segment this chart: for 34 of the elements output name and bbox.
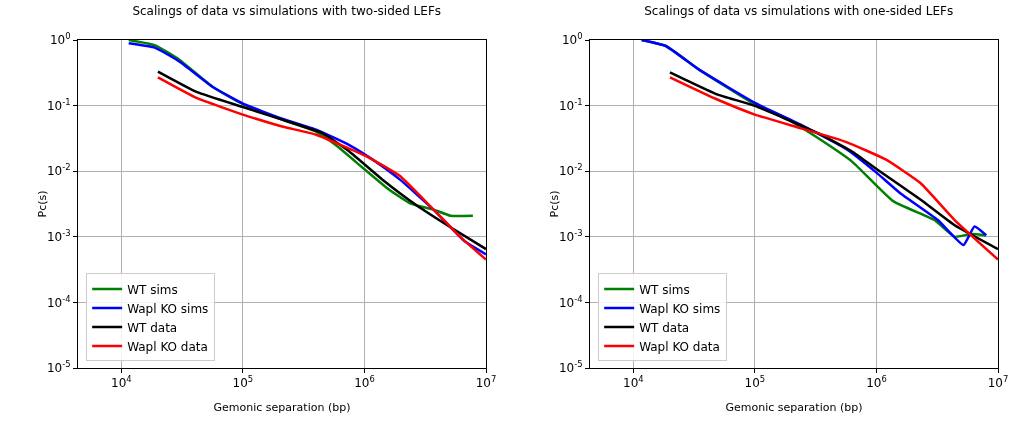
y-axis-title: Pc(s)	[36, 190, 49, 218]
legend-label: WT sims	[639, 282, 690, 297]
y-tick-label: 10$^{-1}$	[46, 96, 71, 113]
legend-label: Wapl KO sims	[127, 301, 209, 316]
y-axis-title: Pc(s)	[548, 190, 561, 218]
x-tick-label: 10$^{5}$	[744, 374, 766, 391]
x-axis-title: Gemonic separation (bp)	[725, 401, 863, 414]
y-tick-label: 10$^{-5}$	[558, 359, 583, 376]
legend-label: Wapl KO data	[127, 339, 208, 354]
y-tick-label: 10$^{-4}$	[46, 293, 71, 310]
chart-title: Scalings of data vs simulations with one-sided LEFs	[644, 3, 954, 18]
x-tick-label: 10$^{6}$	[866, 374, 887, 391]
legend-label: WT data	[639, 320, 690, 335]
y-tick-label: 10$^{-4}$	[558, 293, 583, 310]
y-tick-label: 10$^{-1}$	[558, 96, 583, 113]
y-tick-label: 10$^{0}$	[49, 31, 71, 48]
x-tick-label: 10$^{4}$	[111, 374, 132, 391]
legend-label: WT sims	[127, 282, 178, 297]
y-tick-label: 10$^{-2}$	[46, 162, 71, 179]
x-tick-label: 10$^{4}$	[623, 374, 644, 391]
chart-title: Scalings of data vs simulations with two-sided LEFs	[132, 3, 442, 18]
y-tick-label: 10$^{-2}$	[558, 162, 583, 179]
x-tick-label: 10$^{7}$	[987, 374, 1009, 391]
y-tick-label: 10$^{-5}$	[46, 359, 71, 376]
x-tick-label: 10$^{5}$	[232, 374, 254, 391]
y-tick-label: 10$^{0}$	[561, 31, 583, 48]
legend-label: WT data	[127, 320, 178, 335]
legend-label: Wapl KO sims	[639, 301, 721, 316]
x-axis-title: Gemonic separation (bp)	[213, 401, 351, 414]
x-tick-label: 10$^{7}$	[475, 374, 497, 391]
legend-label: Wapl KO data	[639, 339, 720, 354]
y-tick-label: 10$^{-3}$	[558, 227, 583, 244]
y-tick-label: 10$^{-3}$	[46, 227, 71, 244]
x-tick-label: 10$^{6}$	[354, 374, 375, 391]
